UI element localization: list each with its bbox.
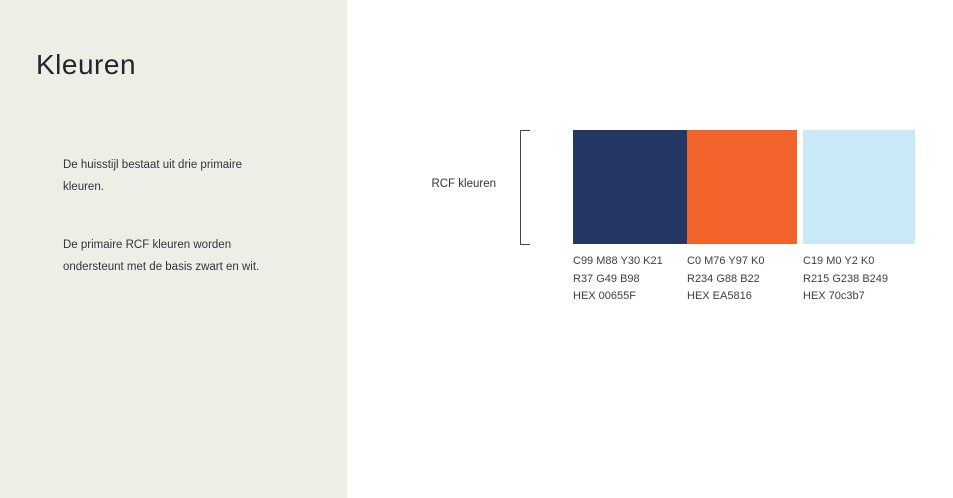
color-swatch-orange: C0 M76 Y97 K0 R234 G88 B22 HEX EA5816: [687, 130, 797, 306]
color-swatch-dark-blue: C99 M88 Y30 K21 R37 G49 B98 HEX 00655F: [573, 130, 687, 306]
color-swatch-light-blue: C19 M0 Y2 K0 R215 G238 B249 HEX 70c3b7: [803, 130, 915, 306]
swatch-hex: HEX 70c3b7: [803, 290, 865, 302]
page-title: Kleuren: [36, 49, 137, 80]
intro-paragraph-2: De primaire RCF kleuren worden ondersteu…: [63, 239, 260, 273]
palette-group-bracket: [520, 130, 530, 245]
sidebar: [0, 0, 347, 498]
swatch-color-block: [573, 130, 687, 244]
swatch-color-block: [803, 130, 915, 244]
swatch-hex: HEX 00655F: [573, 290, 636, 302]
swatch-rgb: R215 G238 B249: [803, 272, 889, 285]
swatch-rgb: R234 G88 B22: [687, 272, 760, 285]
swatch-cmyk: C99 M88 Y30 K21: [573, 255, 663, 267]
swatch-specs: C19 M0 Y2 K0 R215 G238 B249 HEX 70c3b7: [803, 253, 915, 306]
swatch-specs: C0 M76 Y97 K0 R234 G88 B22 HEX EA5816: [687, 253, 797, 306]
swatch-cmyk: C19 M0 Y2 K0: [803, 255, 875, 267]
swatch-hex: HEX EA5816: [687, 290, 752, 302]
intro-paragraph-1: De huisstijl bestaat uit drie primaire k…: [63, 159, 242, 193]
intro-text: De huisstijl bestaat uit drie primaire k…: [63, 132, 303, 314]
swatch-cmyk: C0 M76 Y97 K0: [687, 255, 765, 267]
palette-group-label: RCF kleuren: [431, 178, 496, 190]
swatch-specs: C99 M88 Y30 K21 R37 G49 B98 HEX 00655F: [573, 253, 687, 306]
swatch-color-block: [687, 130, 797, 244]
swatch-rgb: R37 G49 B98: [573, 272, 640, 285]
swatch-row: C99 M88 Y30 K21 R37 G49 B98 HEX 00655F C…: [573, 130, 915, 306]
